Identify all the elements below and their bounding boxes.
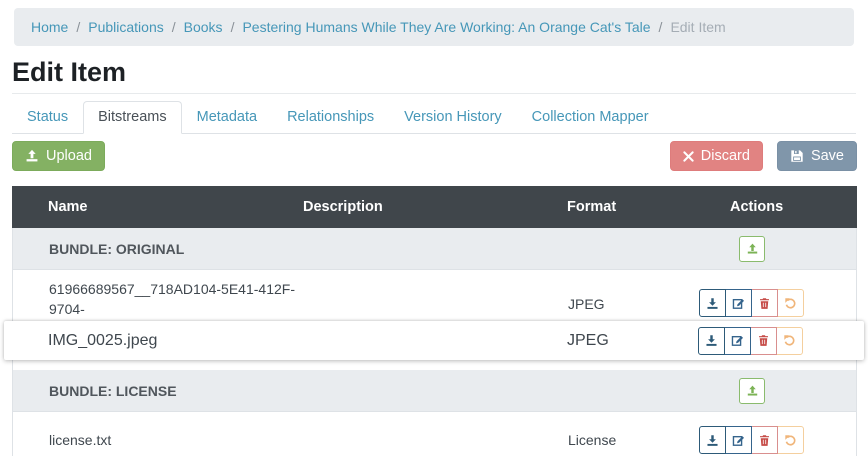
- bundle-label: BUNDLE: ORIGINAL: [49, 240, 185, 257]
- delete-button[interactable]: [750, 326, 777, 355]
- edit-button[interactable]: [725, 289, 752, 317]
- undo-button[interactable]: [777, 289, 804, 317]
- breadcrumb-separator: /: [230, 19, 235, 35]
- download-icon: [706, 434, 719, 447]
- trash-icon: [758, 434, 771, 447]
- bundle-upload-button[interactable]: [739, 377, 765, 404]
- download-button[interactable]: [699, 426, 726, 454]
- table-row[interactable]: license.txt License: [12, 412, 857, 456]
- breadcrumb-separator: /: [171, 19, 176, 35]
- bundle-label: BUNDLE: LICENSE: [49, 382, 177, 399]
- save-button-label: Save: [810, 148, 844, 164]
- tab-bitstreams[interactable]: Bitstreams: [83, 101, 182, 134]
- title-divider: [12, 93, 856, 94]
- undo-icon: [783, 334, 796, 347]
- edit-item-page: Home / Publications / Books / Pestering …: [0, 8, 868, 456]
- upload-button-label: Upload: [46, 148, 92, 164]
- column-header-name: Name: [48, 199, 88, 215]
- breadcrumb-separator: /: [76, 19, 81, 35]
- discard-button-label: Discard: [700, 148, 750, 164]
- breadcrumb-books[interactable]: Books: [183, 19, 223, 35]
- edit-icon: [731, 334, 744, 347]
- breadcrumb-separator: /: [658, 19, 663, 35]
- save-button[interactable]: Save: [776, 141, 857, 171]
- discard-button[interactable]: Discard: [669, 141, 763, 171]
- bitstream-format: JPEG: [567, 331, 609, 349]
- bitstream-format: License: [568, 432, 617, 448]
- trash-icon: [757, 334, 770, 347]
- download-icon: [706, 297, 719, 310]
- bitstream-format: JPEG: [568, 296, 605, 312]
- breadcrumb-item-title[interactable]: Pestering Humans While They Are Working:…: [242, 19, 651, 35]
- bitstream-name: IMG_0025.jpeg: [48, 331, 158, 349]
- column-header-actions: Actions: [730, 199, 784, 215]
- save-icon: [790, 149, 804, 163]
- row-actions: [699, 289, 804, 317]
- download-button[interactable]: [698, 326, 725, 355]
- edit-button[interactable]: [724, 326, 751, 355]
- undo-button[interactable]: [776, 326, 803, 355]
- upload-icon: [25, 149, 39, 163]
- upload-button[interactable]: Upload: [12, 141, 105, 171]
- close-icon: [683, 150, 694, 162]
- tab-bar: Status Bitstreams Metadata Relationships…: [12, 101, 856, 134]
- edit-icon: [732, 297, 745, 310]
- breadcrumb: Home / Publications / Books / Pestering …: [14, 8, 854, 46]
- edit-icon: [732, 434, 745, 447]
- download-icon: [705, 334, 718, 347]
- breadcrumb-home[interactable]: Home: [31, 19, 69, 35]
- tab-metadata[interactable]: Metadata: [196, 109, 258, 125]
- breadcrumb-current: Edit Item: [670, 19, 726, 35]
- undo-icon: [784, 434, 797, 447]
- upload-icon: [746, 384, 759, 397]
- drag-preview-row[interactable]: IMG_0025.jpeg JPEG: [4, 321, 864, 360]
- bundle-row-original: BUNDLE: ORIGINAL: [12, 228, 857, 270]
- row-actions: [698, 326, 803, 355]
- undo-icon: [784, 297, 797, 310]
- page-title: Edit Item: [12, 57, 127, 87]
- bundle-row-license: BUNDLE: LICENSE: [12, 370, 857, 412]
- undo-button[interactable]: [777, 426, 804, 454]
- bitstream-name: license.txt: [49, 432, 112, 448]
- tab-relationships[interactable]: Relationships: [287, 109, 375, 125]
- delete-button[interactable]: [751, 289, 778, 317]
- tab-status[interactable]: Status: [27, 109, 69, 125]
- tab-version-history[interactable]: Version History: [404, 109, 502, 125]
- column-header-description: Description: [303, 199, 383, 215]
- delete-button[interactable]: [751, 426, 778, 454]
- toolbar: Upload Discard Save: [12, 141, 857, 171]
- tab-collection-mapper[interactable]: Collection Mapper: [531, 109, 649, 125]
- row-actions: [699, 426, 804, 454]
- edit-button[interactable]: [725, 426, 752, 454]
- upload-icon: [746, 242, 759, 255]
- download-button[interactable]: [699, 289, 726, 317]
- bundle-upload-button[interactable]: [739, 235, 765, 262]
- column-header-format: Format: [567, 199, 617, 215]
- table-header-row: Name Description Format Actions: [12, 186, 857, 228]
- trash-icon: [758, 297, 771, 310]
- table-row[interactable]: 61966689567__718AD104-5E41-412F-9704- 8E…: [12, 270, 857, 337]
- breadcrumb-publications[interactable]: Publications: [88, 19, 164, 35]
